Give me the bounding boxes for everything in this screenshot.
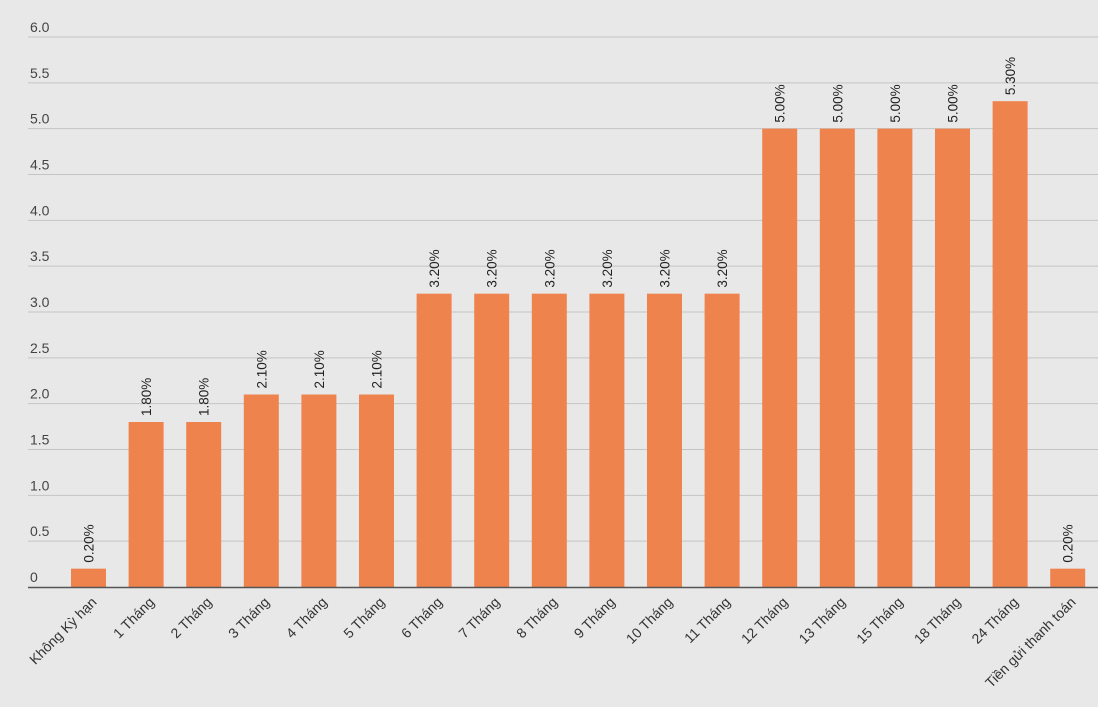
y-tick-label: 5.5: [30, 65, 50, 81]
y-tick-label: 2.5: [30, 340, 50, 356]
bar: [819, 128, 855, 587]
x-tick-label: Không Kỳ hạn: [26, 594, 100, 668]
data-label: 3.20%: [542, 249, 557, 287]
data-label: 1.80%: [197, 378, 212, 416]
bar: [1050, 568, 1086, 587]
x-tick-label: 6 Tháng: [398, 594, 445, 641]
y-tick-label: 3.5: [30, 248, 50, 264]
data-label: 5.00%: [946, 84, 961, 122]
x-tick-label: 7 Tháng: [455, 594, 502, 641]
y-tick-label: 6.0: [30, 19, 50, 35]
y-tick-label: 4.5: [30, 157, 50, 173]
bar: [992, 101, 1028, 588]
bar: [186, 422, 222, 587]
x-tick-label: 3 Tháng: [225, 594, 272, 641]
bar: [647, 293, 682, 587]
bar: [301, 394, 337, 587]
data-label: 1.80%: [139, 378, 154, 416]
x-tick-label: 24 Tháng: [968, 594, 1021, 647]
y-tick-label: 1.0: [30, 477, 50, 493]
y-tick-label: 4.0: [30, 202, 50, 218]
y-tick-label: 1.5: [30, 432, 50, 448]
data-label: 0.20%: [1061, 524, 1076, 562]
data-label: 5.00%: [830, 84, 845, 122]
x-tick-label: 1 Tháng: [110, 594, 157, 641]
bar: [243, 394, 279, 587]
x-tick-label: 18 Tháng: [911, 594, 964, 647]
data-label: 5.30%: [1003, 57, 1018, 95]
bar: [704, 293, 740, 587]
x-tick-label: 4 Tháng: [283, 594, 330, 641]
bar: [416, 293, 452, 587]
bar: [71, 568, 106, 587]
bars: [71, 101, 1086, 588]
x-tick-label: 11 Tháng: [681, 594, 733, 646]
data-label: 3.20%: [427, 249, 442, 287]
x-tick-label: 9 Tháng: [571, 594, 618, 641]
data-label: 5.00%: [773, 84, 788, 122]
value-labels: 0.20% 1.80% 1.80% 2.10% 2.10% 2.10% 3.20% 3.20%…: [82, 57, 1076, 563]
bar: [128, 422, 164, 587]
y-axis-ticks: 0 0.5 1.0 1.5 2.0 2.5 3.0 3.5 4.0 4.5 5.0 5.5 6.0: [30, 19, 50, 585]
data-label: 2.10%: [312, 350, 327, 388]
y-tick-label: 3.0: [30, 294, 50, 310]
x-tick-label: 10 Tháng: [623, 594, 676, 647]
y-tick-label: 2.0: [30, 386, 50, 402]
bar: [877, 128, 913, 587]
bar: [474, 293, 510, 587]
y-tick-label: 0: [30, 569, 38, 585]
data-label: 2.10%: [370, 350, 385, 388]
data-label: 3.20%: [715, 249, 730, 287]
x-axis-labels: Không Kỳ hạn 1 Tháng 2 Tháng 3 Tháng 4 Tháng…: [26, 594, 1079, 691]
x-tick-label: 13 Tháng: [795, 594, 848, 647]
bar: [935, 128, 970, 587]
x-tick-label: 12 Tháng: [738, 594, 791, 647]
bar: [762, 128, 798, 587]
data-label: 3.20%: [658, 249, 673, 287]
x-tick-label: 2 Tháng: [167, 594, 214, 641]
y-tick-label: 5.0: [30, 111, 50, 127]
bar: [531, 293, 567, 587]
y-tick-label: 0.5: [30, 523, 50, 539]
bar: [589, 293, 625, 587]
data-label: 3.20%: [600, 249, 615, 287]
x-tick-label: 15 Tháng: [853, 594, 906, 647]
data-label: 3.20%: [485, 249, 500, 287]
data-label: 5.00%: [888, 84, 903, 122]
x-tick-label: 5 Tháng: [340, 594, 387, 641]
bar: [359, 394, 394, 587]
data-label: 2.10%: [254, 350, 269, 388]
x-tick-label: 8 Tháng: [513, 594, 560, 641]
data-label: 0.20%: [82, 524, 97, 562]
